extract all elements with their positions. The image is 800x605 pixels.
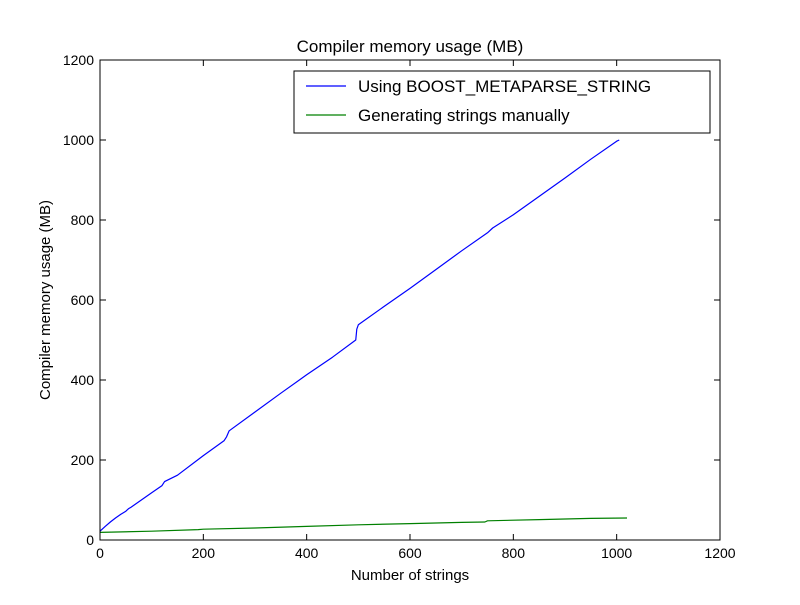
y-tick-label: 1200 <box>63 52 94 68</box>
y-tick-label: 200 <box>71 452 95 468</box>
y-tick-label: 0 <box>86 532 94 548</box>
legend-label-1: Generating strings manually <box>358 106 570 125</box>
x-tick-label: 0 <box>96 545 104 561</box>
y-tick-label: 1000 <box>63 132 94 148</box>
series-line-1 <box>99 517 628 533</box>
y-tick-label: 800 <box>71 212 95 228</box>
y-tick-label: 400 <box>71 372 95 388</box>
y-tick-label: 600 <box>71 292 95 308</box>
legend-label-0: Using BOOST_METAPARSE_STRING <box>358 77 651 96</box>
x-tick-label: 200 <box>192 545 216 561</box>
y-axis-label: Compiler memory usage (MB) <box>37 200 54 400</box>
chart-title: Compiler memory usage (MB) <box>297 37 524 56</box>
series-line-0 <box>99 139 620 532</box>
x-axis-label: Number of strings <box>351 567 469 584</box>
x-tick-label: 1200 <box>704 545 735 561</box>
legend-box <box>293 70 711 134</box>
legend: Using BOOST_METAPARSE_STRING Generating s… <box>293 70 711 134</box>
x-tick-label: 1000 <box>601 545 632 561</box>
x-tick-label: 400 <box>295 545 319 561</box>
x-tick-label: 600 <box>398 545 422 561</box>
axis-ticks: 0 200 400 600 800 1000 1200 0 200 400 600 800 1000 12… <box>63 52 736 561</box>
x-tick-label: 800 <box>502 545 526 561</box>
